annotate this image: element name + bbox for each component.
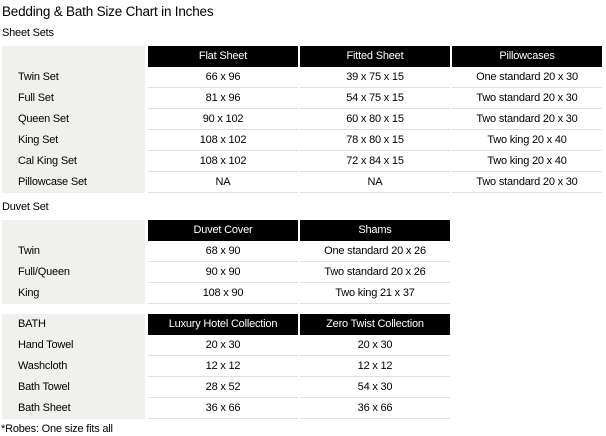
size-value-cell: Two king 20 x 40 xyxy=(452,130,602,151)
row-label: Bath Towel xyxy=(2,377,145,398)
table-row: Full Set 81 x 96 54 x 75 x 15 Two standard … xyxy=(0,88,604,109)
table-row: Full/Queen 90 x 90 Two standard 20 x 26 xyxy=(0,262,604,283)
size-value-cell: One standard 20 x 26 xyxy=(300,241,450,262)
table-header-row: Flat Sheet Fitted Sheet Pillowcases xyxy=(0,46,604,67)
size-value-cell: Two standard 20 x 30 xyxy=(452,172,602,193)
row-label: Full Set xyxy=(2,88,145,109)
size-value-cell: 60 x 80 x 15 xyxy=(300,109,450,130)
table-header-row: BATH Luxury Hotel Collection Zero Twist Co… xyxy=(0,314,604,335)
row-label: Washcloth xyxy=(2,356,145,377)
corner-cell: BATH xyxy=(2,314,145,335)
size-value-cell: 20 x 30 xyxy=(148,335,298,356)
robes-footnote: *Robes: One size fits all xyxy=(1,423,113,435)
size-value-cell: 68 x 90 xyxy=(148,241,298,262)
row-label: Twin Set xyxy=(2,67,145,88)
table-row: King 108 x 90 Two king 21 x 37 xyxy=(0,283,604,304)
row-label: King xyxy=(2,283,145,304)
size-table: BATH Luxury Hotel Collection Zero Twist Co… xyxy=(0,314,604,419)
size-value-cell: NA xyxy=(300,172,450,193)
size-value-cell: 108 x 90 xyxy=(148,283,298,304)
row-label: Full/Queen xyxy=(2,262,145,283)
column-header: Zero Twist Collection xyxy=(300,314,450,335)
column-header: Flat Sheet xyxy=(148,46,298,67)
table-header-row: Duvet Cover Shams xyxy=(0,220,604,241)
size-table: Flat Sheet Fitted Sheet Pillowcases Twin Se… xyxy=(0,46,604,193)
row-label: Queen Set xyxy=(2,109,145,130)
size-value-cell: 90 x 90 xyxy=(148,262,298,283)
size-value-cell: 90 x 102 xyxy=(148,109,298,130)
row-label: Twin xyxy=(2,241,145,262)
corner-cell xyxy=(2,220,145,241)
table-row: Pillowcase Set NA NA Two standard 20 x 30 xyxy=(0,172,604,193)
section-label: Sheet Sets xyxy=(2,27,54,39)
size-value-cell: Two king 20 x 40 xyxy=(452,151,602,172)
size-value-cell: 12 x 12 xyxy=(148,356,298,377)
size-value-cell: 81 x 96 xyxy=(148,88,298,109)
size-value-cell: 54 x 75 x 15 xyxy=(300,88,450,109)
table-row: King Set 108 x 102 78 x 80 x 15 Two king 20… xyxy=(0,130,604,151)
section-bath: BATH Luxury Hotel Collection Zero Twist Co… xyxy=(0,314,606,419)
table-row: Queen Set 90 x 102 60 x 80 x 15 Two standar… xyxy=(0,109,604,130)
table-row: Twin Set 66 x 96 39 x 75 x 15 One standard … xyxy=(0,67,604,88)
sections-container: Sheet Sets Flat Sheet Fitted Sheet Pillowca… xyxy=(0,27,606,419)
size-value-cell: Two standard 20 x 30 xyxy=(452,88,602,109)
size-value-cell: 39 x 75 x 15 xyxy=(300,67,450,88)
size-value-cell: One standard 20 x 30 xyxy=(452,67,602,88)
size-value-cell: 78 x 80 x 15 xyxy=(300,130,450,151)
table-row: Hand Towel 20 x 30 20 x 30 xyxy=(0,335,604,356)
row-label: Cal King Set xyxy=(2,151,145,172)
column-header: Luxury Hotel Collection xyxy=(148,314,298,335)
size-value-cell: 66 x 96 xyxy=(148,67,298,88)
size-value-cell: 108 x 102 xyxy=(148,151,298,172)
table-row: Cal King Set 108 x 102 72 x 84 x 15 Two kin… xyxy=(0,151,604,172)
table-row: Bath Sheet 36 x 66 36 x 66 xyxy=(0,398,604,419)
row-label: Bath Sheet xyxy=(2,398,145,419)
column-header: Duvet Cover xyxy=(148,220,298,241)
size-value-cell: 20 x 30 xyxy=(300,335,450,356)
size-value-cell: Two standard 20 x 30 xyxy=(452,109,602,130)
size-value-cell: 36 x 66 xyxy=(300,398,450,419)
column-header: Pillowcases xyxy=(452,46,602,67)
size-value-cell: 54 x 30 xyxy=(300,377,450,398)
row-label: Hand Towel xyxy=(2,335,145,356)
size-value-cell: Two king 21 x 37 xyxy=(300,283,450,304)
table-row: Twin 68 x 90 One standard 20 x 26 xyxy=(0,241,604,262)
row-label: King Set xyxy=(2,130,145,151)
column-header: Shams xyxy=(300,220,450,241)
corner-cell xyxy=(2,46,145,67)
size-table: Duvet Cover Shams Twin 68 x 90 One standard … xyxy=(0,220,604,304)
column-header: Fitted Sheet xyxy=(300,46,450,67)
size-value-cell: 36 x 66 xyxy=(148,398,298,419)
section-sheet-sets: Sheet Sets Flat Sheet Fitted Sheet Pillowca… xyxy=(0,27,606,193)
table-row: Bath Towel 28 x 52 54 x 30 xyxy=(0,377,604,398)
table-row: Washcloth 12 x 12 12 x 12 xyxy=(0,356,604,377)
section-duvet-set: Duvet Set Duvet Cover Shams Twin 68 x 90 One … xyxy=(0,201,606,304)
page-title: Bedding & Bath Size Chart in Inches xyxy=(2,4,214,19)
size-value-cell: 28 x 52 xyxy=(148,377,298,398)
size-value-cell: 108 x 102 xyxy=(148,130,298,151)
size-value-cell: 12 x 12 xyxy=(300,356,450,377)
size-value-cell: NA xyxy=(148,172,298,193)
section-label: Duvet Set xyxy=(2,201,49,213)
size-value-cell: 72 x 84 x 15 xyxy=(300,151,450,172)
size-value-cell: Two standard 20 x 26 xyxy=(300,262,450,283)
row-label: Pillowcase Set xyxy=(2,172,145,193)
